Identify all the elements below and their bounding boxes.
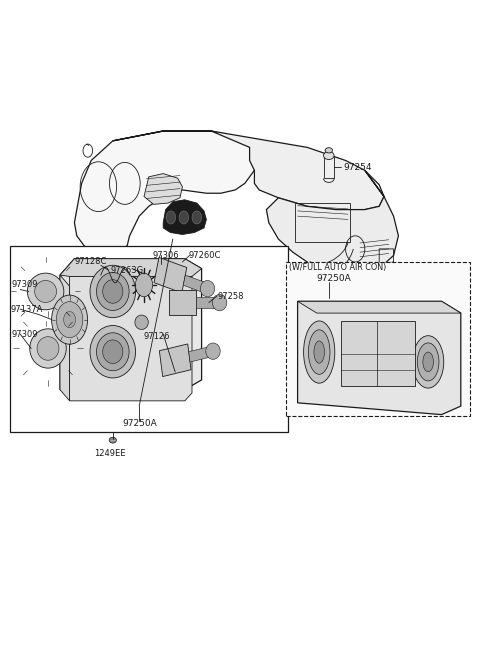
Ellipse shape bbox=[325, 148, 333, 153]
Ellipse shape bbox=[109, 438, 116, 443]
Polygon shape bbox=[298, 301, 461, 415]
Text: 97128C: 97128C bbox=[74, 257, 107, 267]
Polygon shape bbox=[60, 259, 202, 390]
Ellipse shape bbox=[309, 330, 330, 374]
Ellipse shape bbox=[35, 280, 57, 303]
Ellipse shape bbox=[412, 335, 444, 388]
Bar bbox=[286, 262, 470, 416]
Polygon shape bbox=[169, 290, 196, 315]
Bar bbox=[10, 246, 288, 432]
Text: 97258: 97258 bbox=[218, 291, 244, 301]
Polygon shape bbox=[266, 170, 398, 275]
Text: 97250A: 97250A bbox=[122, 419, 157, 428]
Text: 97309: 97309 bbox=[12, 280, 38, 290]
Ellipse shape bbox=[103, 280, 123, 303]
Ellipse shape bbox=[90, 265, 135, 318]
Polygon shape bbox=[189, 347, 209, 362]
Polygon shape bbox=[113, 131, 384, 210]
Polygon shape bbox=[60, 259, 202, 276]
Ellipse shape bbox=[304, 321, 335, 383]
Polygon shape bbox=[196, 297, 215, 308]
Bar bbox=[295, 203, 350, 242]
Ellipse shape bbox=[96, 272, 129, 310]
Ellipse shape bbox=[103, 340, 123, 364]
Polygon shape bbox=[70, 276, 192, 401]
Circle shape bbox=[135, 273, 153, 297]
Ellipse shape bbox=[51, 295, 88, 345]
Ellipse shape bbox=[200, 280, 215, 297]
Ellipse shape bbox=[324, 152, 334, 160]
Ellipse shape bbox=[56, 301, 83, 338]
Text: 97254: 97254 bbox=[344, 162, 372, 172]
Circle shape bbox=[192, 211, 202, 224]
Polygon shape bbox=[144, 174, 182, 204]
Ellipse shape bbox=[90, 326, 135, 378]
Text: 97263G: 97263G bbox=[110, 266, 144, 275]
Polygon shape bbox=[154, 257, 187, 293]
Polygon shape bbox=[74, 131, 254, 255]
Text: 97250A: 97250A bbox=[317, 274, 351, 283]
Polygon shape bbox=[159, 344, 191, 377]
Text: 1249EE: 1249EE bbox=[94, 449, 125, 458]
Ellipse shape bbox=[213, 294, 227, 310]
Ellipse shape bbox=[63, 312, 75, 328]
Ellipse shape bbox=[96, 333, 129, 371]
Polygon shape bbox=[183, 275, 204, 292]
Ellipse shape bbox=[27, 273, 64, 310]
Polygon shape bbox=[298, 301, 461, 313]
Ellipse shape bbox=[37, 337, 59, 360]
Polygon shape bbox=[163, 200, 206, 234]
Bar bbox=[341, 321, 415, 386]
Polygon shape bbox=[60, 275, 70, 401]
Ellipse shape bbox=[417, 343, 439, 381]
Circle shape bbox=[166, 211, 176, 224]
Text: 97306: 97306 bbox=[153, 251, 179, 260]
Text: 97137A: 97137A bbox=[11, 305, 43, 314]
Ellipse shape bbox=[30, 329, 66, 368]
Text: 97309: 97309 bbox=[12, 329, 38, 339]
Ellipse shape bbox=[206, 343, 220, 360]
Ellipse shape bbox=[314, 341, 324, 363]
Ellipse shape bbox=[135, 315, 148, 329]
Bar bbox=[324, 155, 334, 178]
Text: 97126: 97126 bbox=[144, 331, 170, 341]
Text: 97260C: 97260C bbox=[189, 251, 221, 260]
Circle shape bbox=[179, 211, 189, 224]
Ellipse shape bbox=[423, 352, 433, 371]
Text: (W/FULL AUTO AIR CON): (W/FULL AUTO AIR CON) bbox=[289, 263, 386, 272]
